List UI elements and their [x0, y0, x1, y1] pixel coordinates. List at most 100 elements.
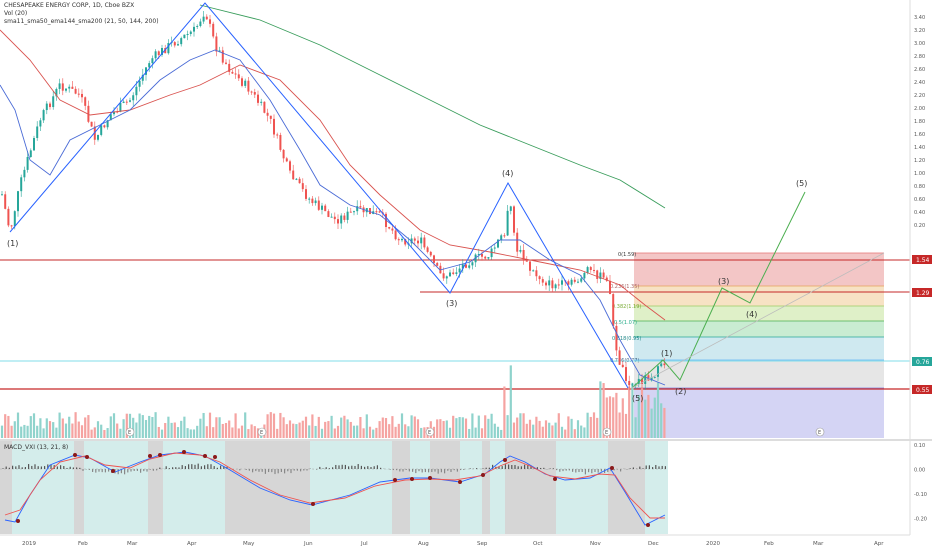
volume-bar: [324, 422, 326, 438]
macd-histogram-bar: [575, 469, 576, 473]
macd-histogram-bar: [438, 469, 439, 474]
macd-histogram-bar: [303, 469, 304, 470]
macd-pane[interactable]: [0, 441, 668, 534]
candle-body: [622, 365, 624, 367]
macd-histogram-bar: [342, 465, 343, 469]
macd-histogram-bar: [278, 469, 279, 473]
macd-histogram-bar: [514, 465, 515, 469]
candle-body: [347, 212, 349, 220]
candle-body: [654, 377, 656, 378]
candle-body: [398, 239, 400, 240]
candle-body: [443, 273, 445, 278]
candle-body: [68, 87, 70, 89]
fib-label-0: 0(1.59): [618, 252, 636, 258]
volume-bar: [651, 409, 653, 438]
macd-histogram-bar: [582, 469, 583, 472]
volume-bar: [292, 424, 294, 438]
volume-bar: [635, 417, 637, 438]
macd-histogram-bar: [335, 465, 336, 469]
macd-cross-marker: [553, 477, 557, 481]
macd-histogram-bar: [649, 465, 650, 469]
price-tick-label: 3.00: [914, 41, 925, 47]
macd-histogram-bar: [594, 469, 595, 472]
candle-body: [244, 81, 246, 86]
price-tick-label: 0.40: [914, 210, 925, 216]
volume-bar: [494, 424, 496, 438]
volume-bar: [590, 417, 592, 438]
volume-bar: [535, 417, 537, 438]
volume-bar: [574, 429, 576, 438]
macd-region: [12, 441, 74, 534]
macd-histogram-bar: [252, 469, 253, 472]
macd-histogram-bar: [150, 469, 151, 470]
volume-bar: [27, 426, 29, 438]
volume-bar: [254, 426, 256, 438]
macd-histogram-bar: [12, 466, 13, 469]
time-tick-label: Mar: [813, 541, 824, 547]
macd-histogram-bar: [41, 466, 42, 469]
volume-bar: [529, 420, 531, 438]
candle-body: [91, 122, 93, 127]
macd-histogram-bar: [188, 464, 189, 469]
volume-indicator-label[interactable]: Vol (20): [4, 10, 27, 18]
macd-histogram-bar: [60, 465, 61, 469]
candle-body: [78, 94, 80, 95]
macd-histogram-bar: [620, 469, 621, 471]
volume-bar: [366, 414, 368, 438]
candle-body: [4, 194, 6, 209]
volume-bar: [94, 427, 96, 438]
macd-region: [392, 441, 410, 534]
volume-bar: [523, 413, 525, 438]
symbol-title[interactable]: CHESAPEAKE ENERGY CORP, 1D, Cboe BZX: [4, 2, 134, 10]
macd-histogram-bar: [591, 469, 592, 473]
price-tick-label: 1.00: [914, 171, 925, 177]
macd-cross-marker: [203, 454, 207, 458]
candle-body: [251, 92, 253, 93]
macd-histogram-bar: [425, 469, 426, 472]
volume-bar: [612, 397, 614, 438]
volume-bar: [660, 403, 662, 438]
time-tick-label: Dec: [648, 541, 659, 547]
candle-body: [177, 44, 179, 45]
candle-body: [539, 276, 541, 279]
macd-indicator-label[interactable]: MACD_VXI (13, 21, 8): [4, 444, 68, 451]
macd-histogram-bar: [457, 469, 458, 472]
candle-body: [103, 125, 105, 127]
volume-bar: [295, 424, 297, 438]
candle-body: [180, 38, 182, 44]
candle-body: [11, 225, 13, 226]
candle-body: [235, 74, 237, 75]
volume-bar: [340, 418, 342, 438]
candle-body: [289, 161, 291, 170]
ma-indicator-label[interactable]: sma11_sma50_ema144_sma200 (21, 50, 144, …: [4, 18, 159, 26]
candle-body: [52, 96, 54, 107]
volume-bar: [369, 427, 371, 438]
candle-body: [615, 326, 617, 350]
volume-bar: [420, 428, 422, 438]
candle-body: [526, 261, 528, 262]
macd-histogram-bar: [34, 464, 35, 469]
macd-region: [645, 441, 668, 534]
candle-body: [135, 87, 137, 95]
candle-body: [657, 366, 659, 377]
macd-histogram-bar: [191, 464, 192, 469]
volume-bar: [78, 422, 80, 438]
volume-bar: [471, 413, 473, 438]
macd-histogram-bar: [178, 467, 179, 469]
macd-histogram-bar: [450, 469, 451, 472]
macd-histogram-bar: [204, 465, 205, 469]
candle-body: [17, 191, 19, 211]
volume-bar: [417, 419, 419, 438]
candle-body: [260, 102, 262, 103]
time-tick-label: Apr: [874, 541, 884, 547]
volume-bar: [615, 393, 617, 438]
volume-bar: [84, 417, 86, 438]
volume-bar: [17, 413, 19, 438]
candle-body: [97, 135, 99, 140]
time-tick-label: Feb: [764, 541, 774, 547]
macd-histogram-bar: [431, 469, 432, 472]
candle-body: [311, 199, 313, 203]
volume-bar: [539, 421, 541, 438]
